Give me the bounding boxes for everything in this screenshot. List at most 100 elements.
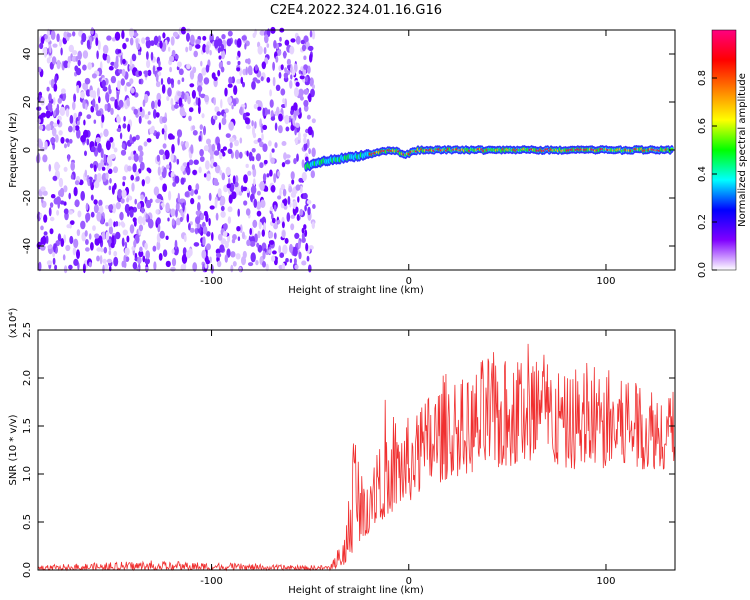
noise-speck <box>190 144 194 154</box>
noise-speck <box>238 191 243 196</box>
noise-speck <box>294 264 299 270</box>
noise-speck <box>53 110 56 117</box>
noise-speck <box>176 217 181 226</box>
noise-speck <box>69 138 73 144</box>
noise-speck <box>310 88 315 98</box>
noise-speck <box>281 262 286 271</box>
x-tick-label: -100 <box>200 276 223 287</box>
noise-speck <box>67 61 71 69</box>
noise-speck <box>106 54 111 64</box>
noise-speck <box>106 155 113 165</box>
noise-speck <box>278 245 282 254</box>
noise-speck <box>275 55 279 63</box>
noise-speck <box>216 252 222 258</box>
noise-speck <box>180 264 185 271</box>
noise-speck <box>251 81 256 90</box>
noise-speck <box>247 58 251 65</box>
noise-speck <box>145 213 149 220</box>
noise-speck <box>75 67 82 76</box>
noise-speck <box>162 249 168 257</box>
noise-speck <box>166 95 170 101</box>
noise-speck <box>245 66 248 76</box>
noise-speck <box>85 212 91 222</box>
noise-speck <box>213 97 216 106</box>
noise-speck <box>153 261 157 271</box>
noise-speck <box>295 81 300 87</box>
noise-speck <box>205 44 210 55</box>
noise-speck <box>232 261 237 267</box>
noise-speck <box>40 244 46 251</box>
noise-speck <box>192 169 198 176</box>
noise-speck <box>206 138 211 145</box>
noise-speck <box>154 99 158 109</box>
noise-speck <box>196 222 201 229</box>
noise-speck <box>48 93 52 102</box>
noise-speck <box>292 200 298 210</box>
noise-speck <box>113 250 118 257</box>
noise-speck <box>274 122 278 131</box>
noise-speck <box>224 241 229 249</box>
snr-series-line <box>37 343 675 572</box>
noise-speck <box>222 231 228 237</box>
colorbar-tick-label: 0.4 <box>697 166 708 182</box>
noise-speck <box>158 60 161 67</box>
noise-speck <box>77 59 81 67</box>
noise-speck <box>105 140 111 151</box>
noise-speck <box>138 250 144 258</box>
noise-speck <box>307 126 313 136</box>
noise-speck <box>47 244 53 249</box>
noise-speck <box>97 162 102 172</box>
noise-speck <box>55 196 62 205</box>
noise-speck <box>142 99 146 107</box>
noise-speck <box>122 42 127 50</box>
noise-speck <box>252 219 258 228</box>
noise-speck <box>269 99 274 108</box>
noise-speck <box>279 187 282 198</box>
noise-speck <box>213 150 220 156</box>
noise-speck <box>103 128 109 137</box>
noise-speck <box>125 37 129 42</box>
noise-speck <box>255 260 259 266</box>
noise-speck <box>177 136 180 146</box>
noise-speck <box>139 150 144 157</box>
noise-speck <box>170 135 175 140</box>
noise-speck <box>197 202 201 212</box>
noise-speck <box>295 206 299 213</box>
noise-speck <box>129 209 134 218</box>
noise-speck <box>251 120 254 127</box>
noise-speck <box>286 58 291 66</box>
noise-speck <box>237 60 241 66</box>
noise-speck <box>108 204 114 211</box>
noise-speck <box>284 160 290 165</box>
y-tick-label: 2.0 <box>22 370 33 386</box>
noise-speck <box>94 233 100 239</box>
noise-speck <box>197 97 201 108</box>
noise-speck <box>82 50 89 59</box>
noise-speck <box>147 120 152 125</box>
noise-speck <box>103 263 109 271</box>
noise-speck <box>217 188 222 198</box>
noise-speck <box>291 179 295 185</box>
noise-speck <box>122 176 127 181</box>
noise-speck <box>272 61 275 71</box>
noise-speck <box>209 49 212 56</box>
noise-speck <box>219 169 223 176</box>
noise-speck <box>122 58 126 65</box>
noise-speck <box>185 141 189 149</box>
noise-speck <box>113 182 117 190</box>
noise-speck <box>145 250 150 260</box>
noise-speck <box>234 139 239 147</box>
noise-speck <box>75 55 79 62</box>
noise-speck <box>236 55 239 61</box>
noise-speck <box>59 106 66 117</box>
noise-speck <box>203 210 208 217</box>
noise-speck <box>293 158 297 165</box>
noise-speck <box>198 87 201 97</box>
noise-speck <box>289 258 293 263</box>
spectrogram-panel: -100 0 100 -40 -20 0 20 40 Height of straight l… <box>8 26 676 296</box>
noise-speck <box>259 162 264 169</box>
noise-speck <box>124 85 127 92</box>
noise-speck <box>227 83 233 88</box>
noise-speck <box>170 152 174 162</box>
noise-speck <box>247 170 252 176</box>
